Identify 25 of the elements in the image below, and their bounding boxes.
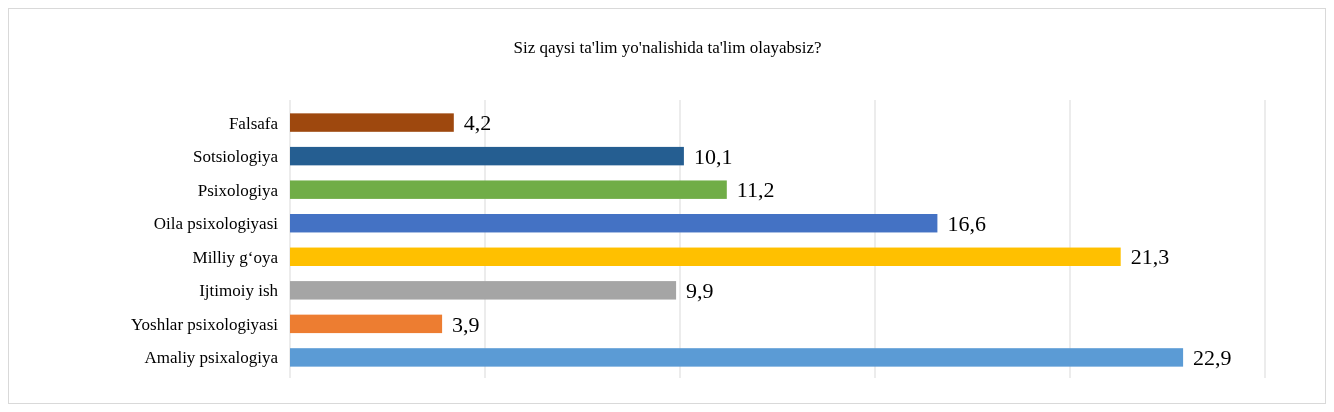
bar <box>290 214 938 233</box>
data-label: 16,6 <box>947 210 986 236</box>
bar <box>290 146 684 166</box>
bar <box>290 180 727 199</box>
data-label: 21,3 <box>1130 244 1170 270</box>
bar <box>290 247 1121 266</box>
y-tick-label: Milliy g‘oya <box>192 247 279 267</box>
data-label: 9,9 <box>686 278 714 304</box>
y-tick-label: Sotsiologiya <box>192 147 279 167</box>
y-tick-label: Amaliy psixalogiya <box>144 348 279 368</box>
bar <box>290 113 454 132</box>
bar <box>290 281 677 300</box>
bar <box>290 314 443 334</box>
y-tick-label: Falsafa <box>228 113 279 133</box>
data-label: 10,1 <box>693 143 733 169</box>
data-label: 4,2 <box>463 110 492 136</box>
chart-title: Siz qaysi ta'lim yo'nalishida ta'lim olayabsiz? <box>513 38 822 57</box>
bar <box>290 348 1184 367</box>
y-tick-label: Ijtimoiy ish <box>199 281 279 301</box>
y-tick-label: Oila psixologiyasi <box>153 214 279 234</box>
data-label: 3,9 <box>452 311 480 337</box>
y-tick-label: Yoshlar psixologiyasi <box>130 314 279 334</box>
y-tick-label: Psixologiya <box>197 180 279 200</box>
data-label: 22,9 <box>1193 345 1232 371</box>
data-label: 11,2 <box>736 177 775 203</box>
